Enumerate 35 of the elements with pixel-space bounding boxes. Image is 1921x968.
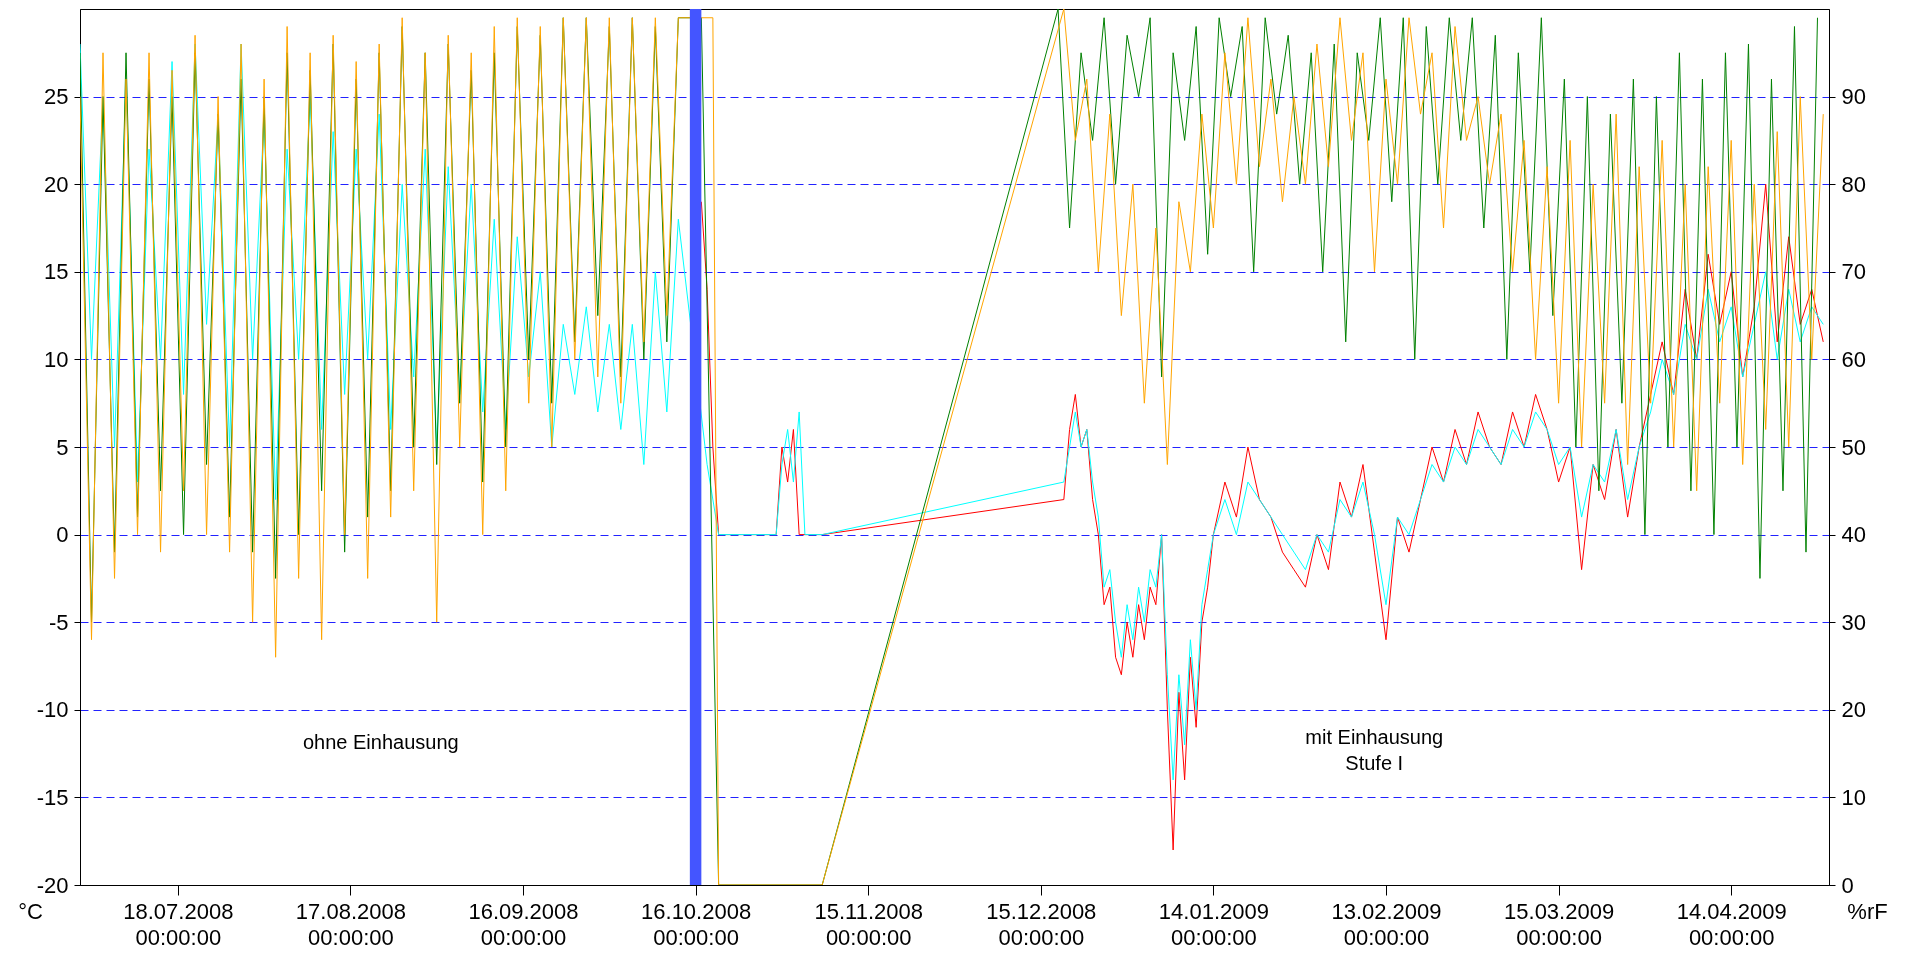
annotation: ohne Einhausung [302,731,459,754]
x-tick-label: 15.03.2009 00:00:00 [1504,898,1615,950]
y2-tick-label: 60 [1841,346,1866,372]
y-tick-label: 25 [44,84,69,110]
y-tick-label: 0 [56,522,69,548]
annotation: mit Einhausung Stufe I [1305,725,1444,774]
y-axis-title: °C [18,898,43,924]
y-tick-label: 20 [44,171,69,197]
x-tick-label: 15.11.2008 00:00:00 [814,898,923,950]
y-tick-label: -15 [36,784,69,810]
y2-tick-label: 30 [1841,609,1866,635]
x-tick-label: 16.10.2008 00:00:00 [641,898,752,950]
y2-tick-label: 80 [1841,171,1866,197]
y-tick-label: -20 [36,872,69,898]
x-tick-label: 18.07.2008 00:00:00 [123,898,234,950]
y2-tick-label: 20 [1841,697,1866,723]
y2-axis-title: %rF [1847,898,1888,924]
y-tick-label: 10 [44,346,69,372]
y2-tick-label: 50 [1841,434,1866,460]
x-tick-label: 17.08.2008 00:00:00 [295,898,406,950]
y-tick-label: -5 [48,609,69,635]
y-tick-label: -10 [36,697,69,723]
y2-tick-label: 70 [1841,259,1866,285]
x-tick-label: 14.01.2009 00:00:00 [1158,898,1269,950]
y2-tick-label: 90 [1841,84,1866,110]
y-tick-label: 5 [56,434,69,460]
line-series [700,183,1824,851]
y2-tick-label: 40 [1841,522,1866,548]
y-tick-label: 15 [44,259,69,285]
y2-tick-label: 0 [1841,872,1854,898]
x-tick-label: 14.04.2009 00:00:00 [1676,898,1787,950]
x-tick-label: 16.09.2008 00:00:00 [468,898,579,950]
y2-tick-label: 10 [1841,784,1866,810]
x-tick-label: 13.02.2009 00:00:00 [1331,898,1442,950]
x-tick-label: 15.12.2008 00:00:00 [986,898,1097,950]
